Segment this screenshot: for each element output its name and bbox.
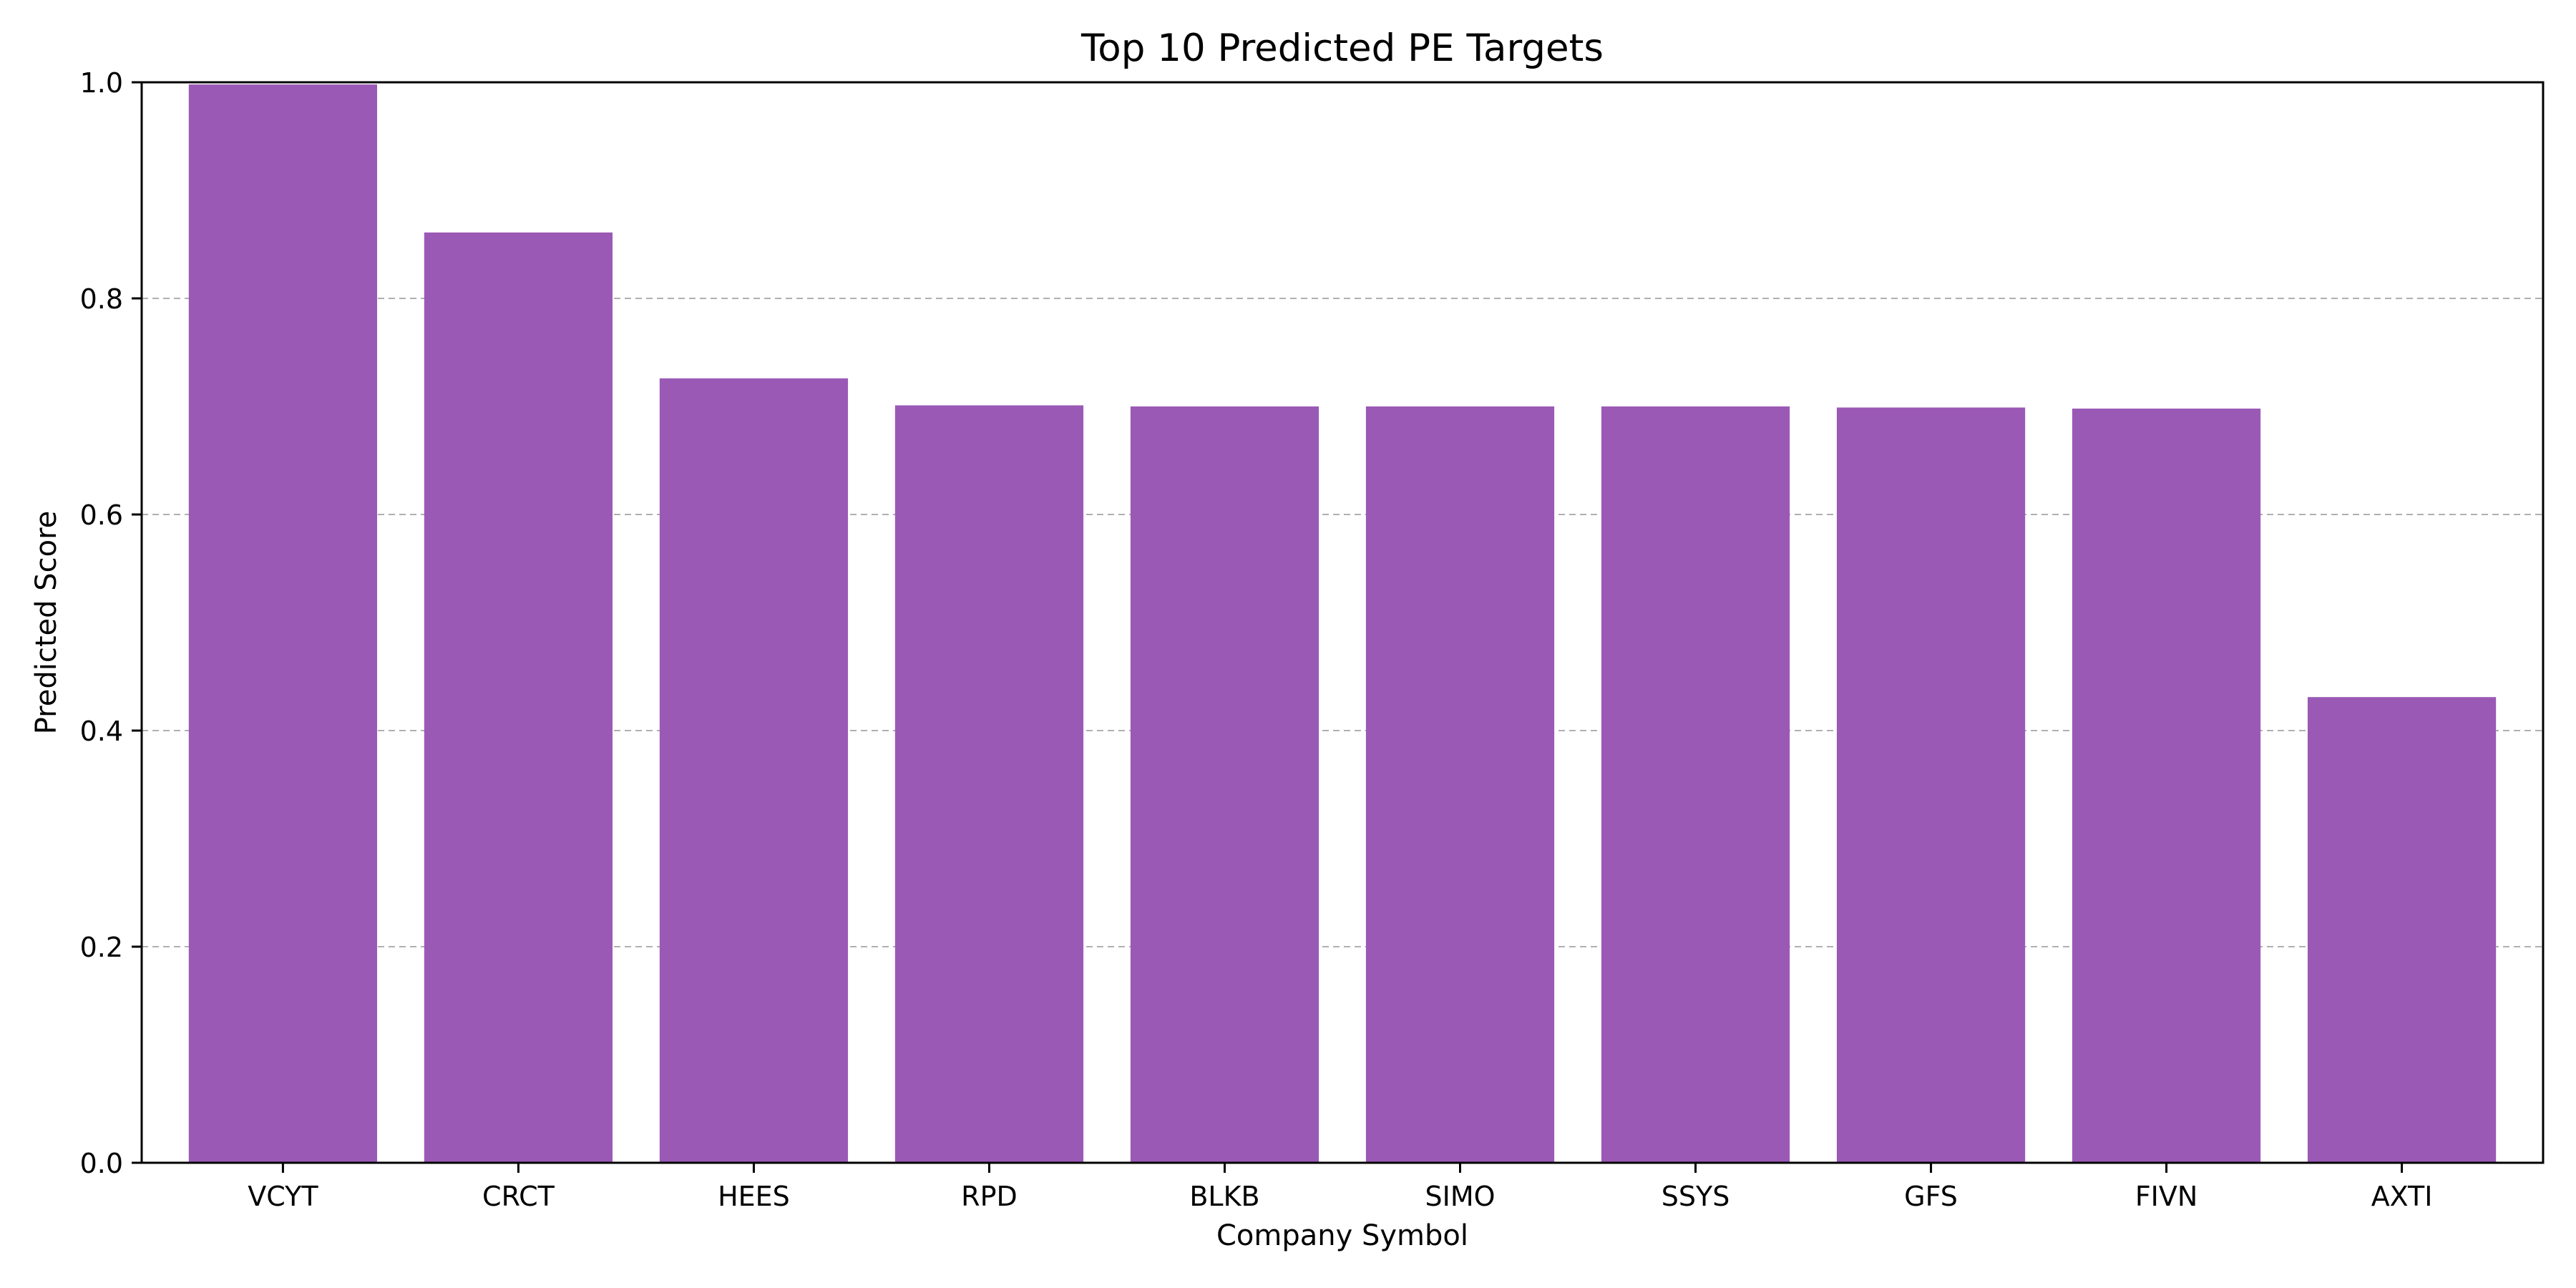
x-tick-label: GFS — [1904, 1181, 1958, 1212]
y-axis-ticks: 0.0 0.2 0.4 0.6 0.8 1.0 — [80, 67, 142, 1179]
y-tick-label: 0.4 — [80, 716, 123, 747]
bar-crct — [424, 232, 613, 1163]
bar-ssys — [1601, 406, 1790, 1163]
bars — [188, 84, 2497, 1163]
chart-title: Top 10 Predicted PE Targets — [1080, 26, 1604, 70]
y-tick-label: 0.2 — [80, 932, 123, 963]
x-axis-label: Company Symbol — [1216, 1219, 1468, 1252]
x-tick-label: SIMO — [1425, 1181, 1495, 1212]
x-tick-label: VCYT — [248, 1181, 318, 1212]
x-tick-label: FIVN — [2135, 1181, 2198, 1212]
x-tick-label: SSYS — [1662, 1181, 1730, 1212]
bar-rpd — [894, 405, 1084, 1163]
plot-frame — [140, 81, 2545, 1164]
x-tick-label: AXTI — [2371, 1181, 2433, 1212]
y-tick-label: 0.6 — [80, 499, 123, 531]
y-tick-label: 1.0 — [80, 67, 123, 99]
bar-gfs — [1836, 407, 2026, 1163]
bar-vcyt — [188, 84, 378, 1163]
x-tick-label: RPD — [961, 1181, 1018, 1212]
bar-simo — [1365, 406, 1555, 1163]
bar-fivn — [2072, 409, 2261, 1163]
x-tick-label: CRCT — [482, 1181, 555, 1212]
x-tick-label: BLKB — [1189, 1181, 1259, 1212]
y-tick-label: 0.0 — [80, 1148, 123, 1179]
x-tick-label: HEES — [718, 1181, 790, 1212]
y-axis-label: Predicted Score — [30, 511, 63, 735]
y-tick-label: 0.8 — [80, 283, 123, 315]
x-axis-ticks: VCYT CRCT HEES RPD BLKB SIMO SSYS GFS FIVN AXTI — [248, 1163, 2432, 1212]
bar-hees — [659, 378, 849, 1163]
bar-axti — [2307, 697, 2497, 1163]
bar-blkb — [1130, 406, 1319, 1163]
